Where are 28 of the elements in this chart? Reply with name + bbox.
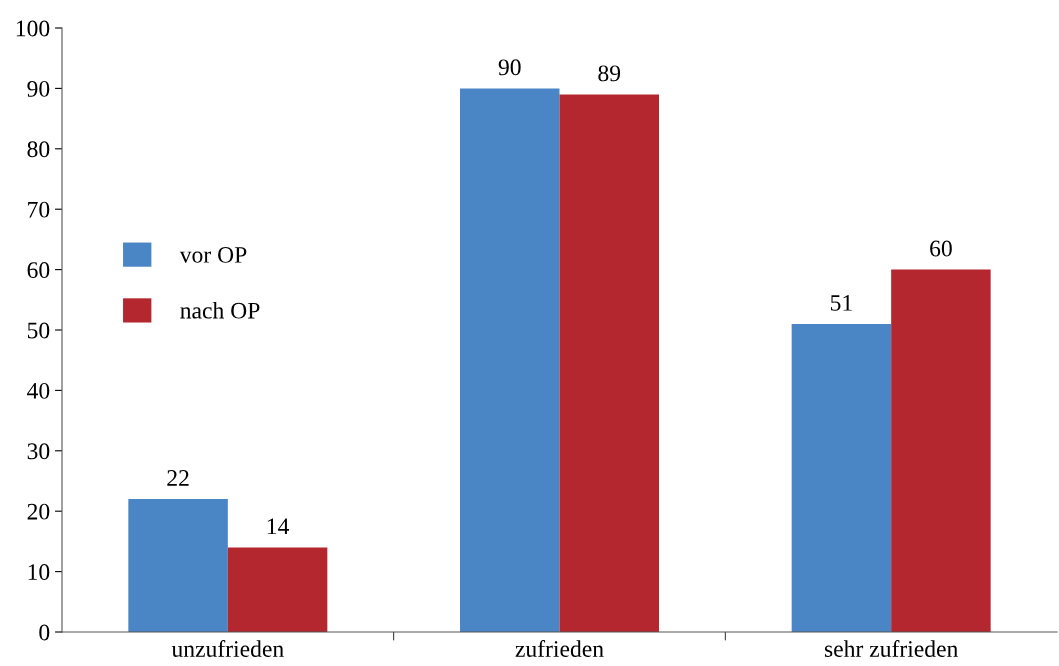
x-tick-label: zufrieden [515,640,604,657]
bar [891,269,991,632]
data-label: 90 [498,59,521,76]
bar [460,88,560,632]
y-tick-label: 30 [27,443,50,460]
y-tick-label: 10 [28,564,50,581]
data-label: 60 [930,240,952,257]
data-label: 89 [598,65,621,82]
y-tick-label: 100 [16,20,50,37]
bar [791,323,892,632]
y-tick-label: 40 [27,382,50,399]
bar [128,499,228,632]
y-tick-label: 70 [28,201,50,218]
x-tick-label: unzufrieden [171,640,284,657]
legend-label: nach OP [180,302,260,319]
data-label: 14 [267,518,290,535]
y-tick-label: 50 [27,322,50,339]
y-tick-label: 90 [27,80,50,97]
y-tick-label: 0 [39,624,50,641]
data-label: 51 [830,295,852,311]
x-tick-label: sehr zufrieden [824,640,958,657]
y-tick-label: 60 [27,262,50,279]
data-label: 22 [167,470,189,486]
legend-label: vor OP [179,246,247,263]
y-tick-label: 20 [27,503,50,520]
bar [559,94,659,632]
y-tick-label: 80 [27,141,50,158]
bar [227,547,328,632]
